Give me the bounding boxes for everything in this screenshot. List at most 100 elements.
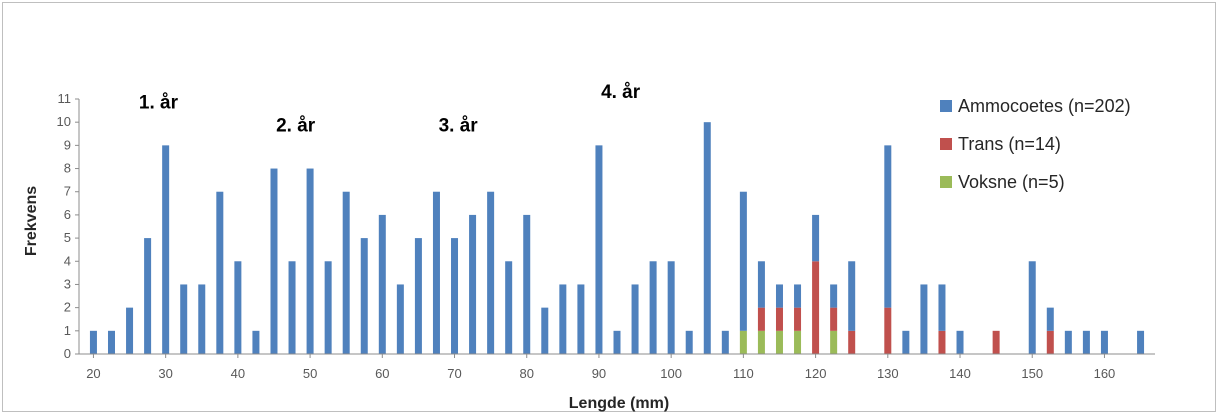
bar-segment bbox=[487, 191, 495, 354]
annotations: 1. år 2. år 3. år 4. år bbox=[139, 82, 641, 137]
bar-segment bbox=[884, 145, 892, 308]
bar-segment bbox=[144, 238, 152, 354]
x-tick-label: 90 bbox=[592, 366, 606, 381]
bar-segment bbox=[812, 214, 820, 262]
bar-segment bbox=[613, 330, 621, 354]
bar-segment bbox=[288, 261, 296, 354]
x-tick-label: 60 bbox=[375, 366, 389, 381]
bar-segment bbox=[794, 284, 802, 308]
bar-segment bbox=[107, 330, 115, 354]
bar-segment bbox=[216, 191, 224, 354]
bar-segment bbox=[830, 284, 838, 308]
bar-segment bbox=[685, 330, 693, 354]
y-tick-label: 10 bbox=[57, 114, 71, 129]
bar-segment bbox=[775, 284, 783, 308]
bar-segment bbox=[270, 168, 278, 354]
bar-segment bbox=[414, 238, 422, 354]
bar-segment bbox=[252, 330, 260, 354]
bar-segment bbox=[1082, 330, 1090, 354]
age-annotation: 4. år bbox=[601, 82, 641, 103]
bar-segment bbox=[848, 330, 856, 354]
bar-segment bbox=[757, 307, 765, 331]
legend-swatch bbox=[940, 100, 952, 112]
bar-segment bbox=[703, 122, 711, 354]
bar-segment bbox=[1137, 330, 1145, 354]
bar-segment bbox=[234, 261, 242, 354]
x-tick-label: 140 bbox=[949, 366, 971, 381]
x-tick-label: 150 bbox=[1021, 366, 1043, 381]
x-axis-label: Lengde (mm) bbox=[569, 395, 669, 412]
bar-segment bbox=[432, 191, 440, 354]
x-tick-label: 110 bbox=[733, 366, 754, 381]
legend-entry: Voksne (n=5) bbox=[958, 172, 1065, 192]
bar-segment bbox=[938, 330, 946, 354]
bar-segment bbox=[830, 307, 838, 331]
legend-entry: Trans (n=14) bbox=[958, 134, 1061, 154]
bar-segment bbox=[1100, 330, 1108, 354]
y-tick-label: 1 bbox=[64, 323, 71, 338]
y-tick-label: 6 bbox=[64, 207, 71, 222]
x-tick-label: 120 bbox=[805, 366, 827, 381]
bar-segment bbox=[469, 214, 477, 354]
bar-segment bbox=[306, 168, 314, 354]
y-tick-label: 3 bbox=[64, 276, 71, 291]
bar-segment bbox=[757, 330, 765, 354]
bar-segment bbox=[523, 214, 531, 354]
bar-segment bbox=[992, 330, 1000, 354]
y-tick-label: 11 bbox=[58, 91, 72, 106]
bar-segment bbox=[180, 284, 188, 354]
bar-segment bbox=[794, 330, 802, 354]
age-annotation: 2. år bbox=[276, 115, 316, 136]
age-annotation: 3. år bbox=[439, 115, 479, 136]
bar-segment bbox=[198, 284, 206, 354]
y-tick-label: 9 bbox=[64, 137, 71, 152]
bar-segment bbox=[649, 261, 657, 354]
age-annotation: 1. år bbox=[139, 92, 179, 113]
x-tick-label: 100 bbox=[660, 366, 682, 381]
x-tick-label: 70 bbox=[447, 366, 461, 381]
y-tick-label: 0 bbox=[64, 346, 71, 361]
bar-segment bbox=[667, 261, 675, 354]
bar-segment bbox=[1046, 307, 1054, 331]
bar-segment bbox=[721, 330, 729, 354]
x-tick-label: 40 bbox=[231, 366, 245, 381]
bar-segment bbox=[830, 330, 838, 354]
y-tick-label: 4 bbox=[64, 253, 71, 268]
bar-segment bbox=[1064, 330, 1072, 354]
bar-segment bbox=[956, 330, 964, 354]
legend-swatch bbox=[940, 176, 952, 188]
bar-segment bbox=[559, 284, 567, 354]
bar-segment bbox=[162, 145, 170, 354]
x-tick-label: 80 bbox=[519, 366, 533, 381]
x-tick-label: 30 bbox=[158, 366, 172, 381]
y-tick-label: 5 bbox=[64, 230, 71, 245]
bar-segment bbox=[89, 330, 97, 354]
legend: Ammocoetes (n=202) Trans (n=14) Voksne (n=… bbox=[940, 96, 1131, 192]
y-axis-label: Frekvens bbox=[23, 186, 40, 256]
bar-segment bbox=[595, 145, 603, 354]
frequency-bar-chart: 0 1 2 3 4 5 6 7 8 9 10 11 20 30 40 50 60 70 80 90 100 110 120… bbox=[23, 82, 1155, 412]
legend-entry: Ammocoetes (n=202) bbox=[958, 96, 1131, 116]
bar-segment bbox=[342, 191, 350, 354]
x-tick-labels: 20 30 40 50 60 70 80 90 100 110 120 130 140 150 160 bbox=[86, 366, 1115, 381]
y-tick-labels: 0 1 2 3 4 5 6 7 8 9 10 11 bbox=[57, 91, 71, 361]
bar-segment bbox=[577, 284, 585, 354]
y-tick-label: 7 bbox=[64, 184, 71, 199]
bar-segment bbox=[396, 284, 404, 354]
bar-segment bbox=[126, 307, 134, 354]
bar-segment bbox=[631, 284, 639, 354]
bar-segment bbox=[739, 191, 747, 331]
bar-segment bbox=[884, 307, 892, 354]
x-tick-label: 50 bbox=[303, 366, 317, 381]
bar-segment bbox=[739, 330, 747, 354]
bar-segment bbox=[848, 261, 856, 331]
bar-segment bbox=[1028, 261, 1036, 354]
bar-segment bbox=[794, 307, 802, 331]
bar-segment bbox=[360, 238, 368, 354]
bar-segment bbox=[505, 261, 513, 354]
bar-segment bbox=[378, 214, 386, 354]
bar-segment bbox=[812, 261, 820, 354]
bar-segment bbox=[775, 330, 783, 354]
bar-segment bbox=[451, 238, 459, 354]
